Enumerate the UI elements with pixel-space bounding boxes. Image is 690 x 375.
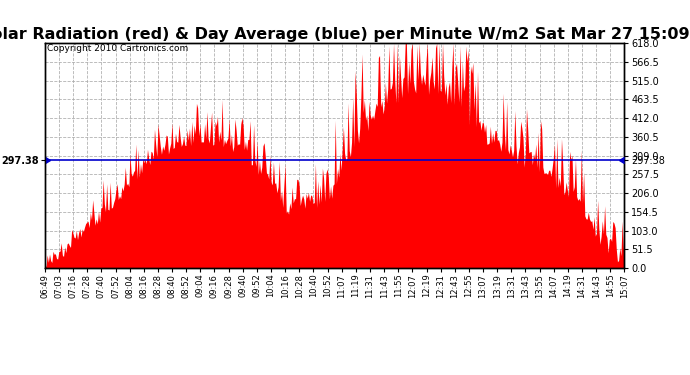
Text: Copyright 2010 Cartronics.com: Copyright 2010 Cartronics.com xyxy=(47,44,188,53)
Title: Solar Radiation (red) & Day Average (blue) per Minute W/m2 Sat Mar 27 15:09: Solar Radiation (red) & Day Average (blu… xyxy=(0,27,689,42)
